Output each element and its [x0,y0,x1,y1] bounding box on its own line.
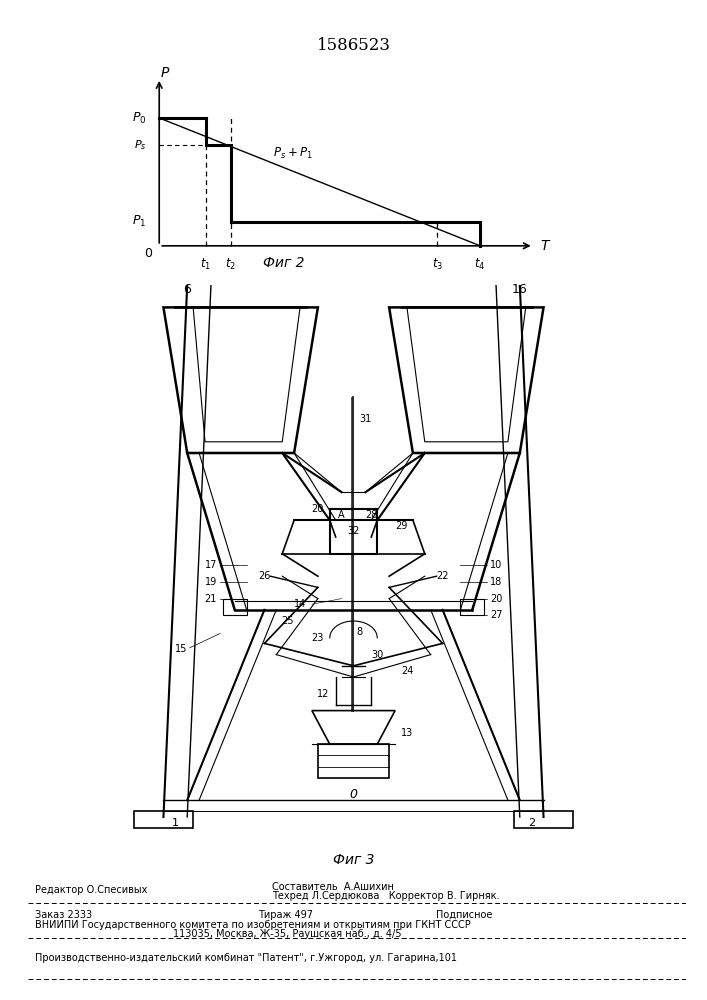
Text: 23: 23 [311,633,324,643]
Text: Производственно-издательский комбинат "Патент", г.Ужгород, ул. Гагарина,101: Производственно-издательский комбинат "П… [35,953,457,963]
Text: 22: 22 [437,571,449,581]
Text: 28: 28 [366,510,378,520]
Text: $P_1$: $P_1$ [132,214,147,229]
Text: Заказ 2333: Заказ 2333 [35,910,92,920]
Text: 29: 29 [395,521,407,531]
Text: 18: 18 [490,577,503,587]
Text: Составитель  А.Ашихин: Составитель А.Ашихин [271,882,393,892]
Text: 6: 6 [183,283,191,296]
Text: 1586523: 1586523 [317,36,390,53]
Bar [514,811,573,828]
Text: $t_1$: $t_1$ [200,257,211,272]
Text: 20: 20 [311,504,324,514]
Text: Техред Л.Сердюкова   Корректор В. Гирняк.: Техред Л.Сердюкова Корректор В. Гирняк. [271,891,499,901]
Text: 30: 30 [371,650,384,660]
Text: A: A [339,510,345,520]
Text: P: P [160,66,169,80]
Text: $t_3$: $t_3$ [432,257,443,272]
Text: 17: 17 [204,560,217,570]
Text: 14: 14 [293,599,306,609]
Bar [329,509,378,554]
Text: Редактор О.Спесивых: Редактор О.Спесивых [35,885,147,895]
Text: 113035, Москва, Ж-35, Раушская наб., д. 4/5: 113035, Москва, Ж-35, Раушская наб., д. … [173,929,402,939]
Text: 13: 13 [401,728,414,738]
Text: 27: 27 [490,610,503,620]
Text: $t_4$: $t_4$ [474,257,486,272]
Text: 25: 25 [281,616,294,626]
Text: Подписное: Подписное [436,910,492,920]
Text: 16: 16 [512,283,527,296]
Bar [318,744,389,778]
Text: 21: 21 [204,594,217,604]
Text: 26: 26 [258,571,270,581]
Text: 19: 19 [204,577,217,587]
Text: 0: 0 [144,247,153,260]
Text: ВНИИПИ Государственного комитета по изобретениям и открытиям при ГКНТ СССР: ВНИИПИ Государственного комитета по изоб… [35,920,471,930]
Text: $P_s$: $P_s$ [134,138,147,152]
Text: $P_0$: $P_0$ [132,110,147,126]
Text: 32: 32 [347,526,360,536]
Bar [134,811,193,828]
Text: 24: 24 [401,666,414,676]
Text: Тираж 497: Тираж 497 [259,910,313,920]
Text: $t_2$: $t_2$ [225,257,236,272]
Text: T: T [540,239,549,253]
Text: Фиг 3: Фиг 3 [333,853,374,867]
Text: $P_s+P_1$: $P_s+P_1$ [274,146,313,161]
Text: 2: 2 [528,818,535,828]
Text: 20: 20 [490,594,503,604]
Text: 12: 12 [317,689,329,699]
Text: 8: 8 [356,627,363,637]
Text: Фиг 2: Фиг 2 [263,256,305,270]
Text: 1: 1 [172,818,179,828]
Text: 15: 15 [175,644,187,654]
Bar [223,599,247,615]
Bar [460,599,484,615]
Text: 0: 0 [349,788,358,801]
Text: 10: 10 [490,560,503,570]
Text: 31: 31 [359,414,372,424]
